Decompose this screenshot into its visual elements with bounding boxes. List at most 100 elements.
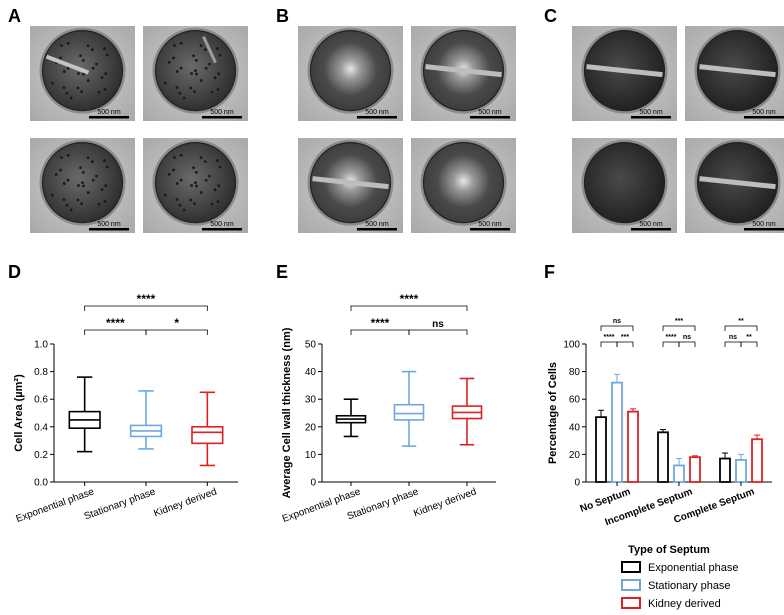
granule <box>175 198 179 202</box>
significance-bracket: ns <box>724 334 742 347</box>
granule <box>59 56 62 60</box>
bracket-line <box>724 341 742 347</box>
granule <box>79 54 82 58</box>
x-axis-label: Type of Septum <box>628 544 710 556</box>
bar-0 <box>719 457 731 483</box>
granule <box>199 191 203 194</box>
significance-label: ** <box>746 334 752 341</box>
granule <box>175 182 179 185</box>
box-iqr <box>191 425 224 445</box>
granule <box>82 58 85 62</box>
granule <box>210 90 214 94</box>
granule <box>204 178 208 182</box>
micrograph-tile: 500 nm <box>298 26 403 121</box>
septum <box>586 64 663 78</box>
panel-label-a: A <box>8 6 21 26</box>
granule <box>59 168 62 172</box>
legend-swatch <box>621 579 641 591</box>
granule <box>164 193 167 197</box>
micrograph-tile: 500 nm <box>572 26 677 121</box>
bar-1 <box>611 381 623 483</box>
micrograph-panel-b: 500 nm 500 nm 500 nm 500 nm <box>298 26 516 233</box>
granule <box>194 181 197 185</box>
granule <box>216 159 219 163</box>
significance-bracket: **** <box>600 334 618 347</box>
box-0 <box>335 398 367 438</box>
significance-bracket: **** <box>662 334 680 347</box>
granule <box>195 58 198 62</box>
significance-bracket: **** <box>350 292 468 311</box>
granule <box>105 53 109 57</box>
panel-label-c: C <box>544 6 557 26</box>
bracket-line <box>600 325 634 331</box>
y-tick-label: 30 <box>305 395 317 406</box>
significance-label: **** <box>106 316 125 330</box>
box-2 <box>451 377 483 446</box>
granule <box>86 191 90 194</box>
y-axis-label: Percentage of Cells <box>547 362 559 464</box>
granule <box>103 88 107 91</box>
micrograph-panel-a: 500 nm 500 nm 500 nm 500 nm <box>30 26 248 233</box>
granule <box>62 198 66 202</box>
granule <box>175 86 179 90</box>
granule <box>204 66 208 70</box>
granule <box>216 47 219 51</box>
granule <box>190 184 193 187</box>
significance-bracket: ** <box>724 318 758 331</box>
granule <box>172 56 175 60</box>
legend-item-label: Kidney derived <box>648 598 721 610</box>
granule <box>82 184 85 188</box>
bracket-line <box>145 329 208 335</box>
box-iqr <box>393 403 425 421</box>
septum <box>45 54 90 75</box>
y-tick-label: 0.8 <box>34 367 48 378</box>
cell-body <box>309 30 392 112</box>
panel-labels: A B C D E F <box>8 6 557 282</box>
bracket-line <box>678 341 696 347</box>
panel-label-b: B <box>276 6 289 26</box>
granule <box>216 88 220 91</box>
significance-bracket: **** <box>84 316 147 335</box>
y-tick-label: 0 <box>310 478 316 489</box>
bracket-line <box>740 341 758 347</box>
granule <box>65 203 69 207</box>
y-tick-label: 0.6 <box>34 395 48 406</box>
significance-bracket: * <box>145 316 208 335</box>
significance-label: ns <box>683 334 691 341</box>
granule <box>179 153 183 157</box>
micrograph-tile: 500 nm <box>30 26 135 121</box>
significance-bracket: ** <box>740 334 758 347</box>
y-tick-label: 50 <box>305 340 317 351</box>
granule <box>208 62 211 66</box>
granule <box>179 178 183 182</box>
scale-bar-label: 500 nm <box>478 109 502 116</box>
bracket-line <box>616 341 634 347</box>
bracket-line <box>600 341 618 347</box>
y-tick-label: 10 <box>305 450 317 461</box>
granule <box>199 156 203 160</box>
scale-bar <box>631 228 671 231</box>
significance-label: ** <box>738 318 744 325</box>
micrograph-tile: 500 nm <box>572 138 677 233</box>
x-tick-label: Exponential phase <box>15 486 96 525</box>
scale-bar <box>357 116 397 119</box>
panel-label-d: D <box>8 262 21 282</box>
granule <box>62 70 66 73</box>
bar-1 <box>673 464 685 483</box>
legend-swatch <box>621 561 641 573</box>
significance-bracket: *** <box>662 318 696 331</box>
scale-bar <box>89 116 129 119</box>
bracket-line <box>662 341 680 347</box>
granule <box>51 193 54 197</box>
significance-bracket: **** <box>84 292 208 311</box>
granule <box>66 153 70 157</box>
panel-label-f: F <box>544 262 555 282</box>
bar-2 <box>751 438 763 483</box>
septum <box>425 64 502 78</box>
granule <box>179 66 183 70</box>
granule <box>82 170 85 174</box>
significance-label: * <box>174 316 179 330</box>
granule <box>80 202 83 206</box>
granule <box>97 202 101 206</box>
granule <box>66 178 70 182</box>
